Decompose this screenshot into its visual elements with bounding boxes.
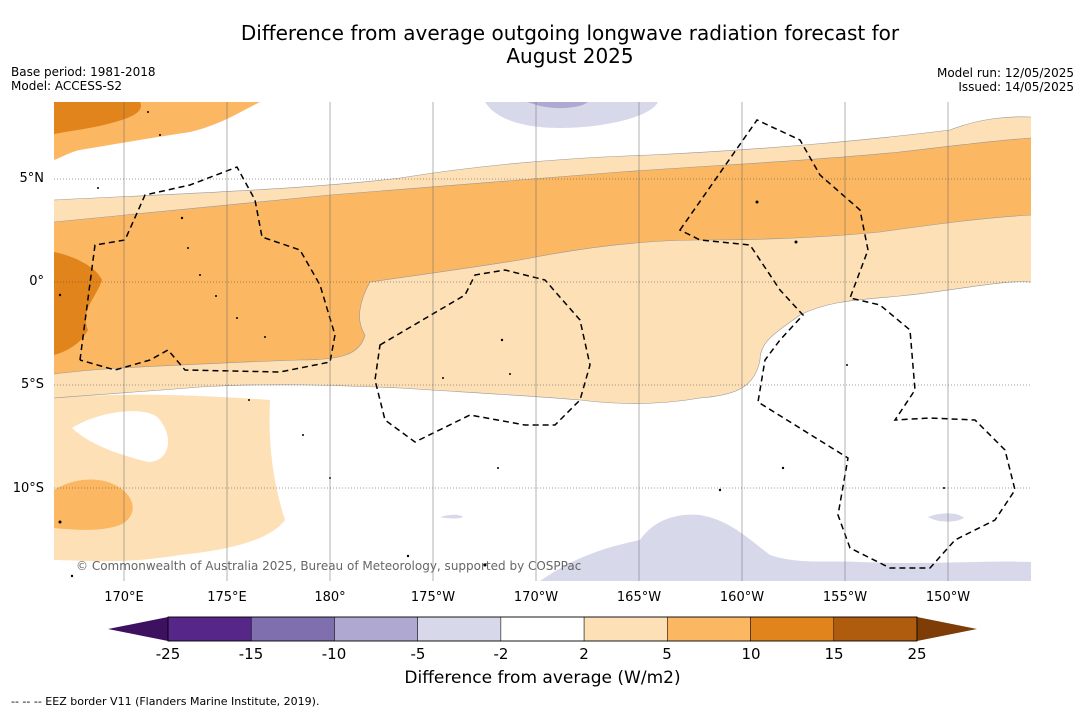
x-tick: 155°W: [822, 590, 868, 605]
map-title: Difference from average outgoing longwav…: [0, 22, 1085, 68]
colorbar-low-extend: [108, 617, 168, 641]
graticule-lat: [54, 178, 1031, 489]
graticule: [123, 102, 949, 581]
map-fields: [54, 102, 1031, 581]
contour-neg-2-5-north: [485, 102, 658, 128]
eez-borders: [79, 119, 1016, 569]
contour-10-15-topleft: [54, 102, 141, 134]
meta-left: Base period: 1981-2018 Model: ACCESS-S2: [11, 65, 156, 93]
colorbar-cell: [750, 616, 835, 642]
colorbar-cell: [167, 616, 252, 642]
title-line-1: Difference from average outgoing longwav…: [240, 21, 900, 45]
colorbar-tick: -25: [155, 645, 181, 663]
colorbar-cell: [500, 616, 585, 642]
colorbar-cell: [583, 616, 668, 642]
issued-date: Issued: 14/05/2025: [958, 80, 1074, 94]
x-tick: 170°W: [513, 590, 559, 605]
contour-neg-2-5-small2: [928, 513, 964, 522]
y-tick: 5°N: [19, 171, 45, 186]
meta-right: Model run: 12/05/2025 Issued: 14/05/2025: [937, 66, 1074, 94]
islands: [58, 111, 945, 578]
model-name: Model: ACCESS-S2: [11, 79, 123, 93]
y-tick: 10°S: [12, 481, 44, 496]
colorbar-label: Difference from average (W/m2): [404, 668, 681, 688]
colorbar-frame: [167, 616, 918, 642]
colorbar: [108, 616, 977, 642]
contour-neg-5-10-north: [527, 102, 588, 109]
x-tick: 175°W: [410, 590, 456, 605]
colorbar-tick: -2: [493, 645, 509, 663]
y-tick: 0°: [29, 274, 44, 289]
contour-neg-2-5-south: [540, 514, 1031, 581]
colorbar-tick: 5: [662, 645, 672, 663]
colorbar-high-extend: [917, 617, 977, 641]
colorbar-tick: 10: [741, 645, 761, 663]
colorbar-tick: 2: [579, 645, 589, 663]
contour-5-10-southwest: [54, 479, 133, 530]
x-tick: 180°: [314, 590, 346, 605]
contour-hole-southwest: [72, 411, 169, 462]
colorbar-cell: [667, 616, 751, 642]
contour-lines: [54, 116, 1031, 404]
contour-neg-2-5-small1: [440, 514, 463, 519]
colorbar-cell: [417, 616, 502, 642]
y-tick: 5°S: [20, 377, 44, 392]
x-tick: 150°W: [925, 590, 971, 605]
colorbar-tick: -10: [321, 645, 347, 663]
colorbar-cell: [833, 616, 918, 642]
colorbar-tick: 25: [907, 645, 927, 663]
title-line-2: August 2025: [506, 44, 634, 68]
x-tick: 160°W: [719, 590, 765, 605]
colorbar-cell: [334, 616, 418, 642]
eez-legend: -- -- -- EEZ border V11 (Flanders Marine…: [11, 695, 320, 708]
contour-5-10-band: [54, 138, 1031, 374]
colorbar-cell: [250, 616, 335, 642]
base-period: Base period: 1981-2018: [11, 65, 156, 79]
x-tick: 165°W: [616, 590, 662, 605]
colorbar-tick: 15: [824, 645, 844, 663]
x-tick: 175°E: [207, 590, 247, 605]
contour-2-5-southwest: [54, 394, 285, 562]
model-run: Model run: 12/05/2025: [936, 66, 1074, 80]
colorbar-tick: -5: [410, 645, 426, 663]
colorbar-tick: -15: [238, 645, 264, 663]
x-tick: 170°E: [104, 590, 144, 605]
credit-text: © Commonwealth of Australia 2025, Bureau…: [76, 559, 582, 573]
